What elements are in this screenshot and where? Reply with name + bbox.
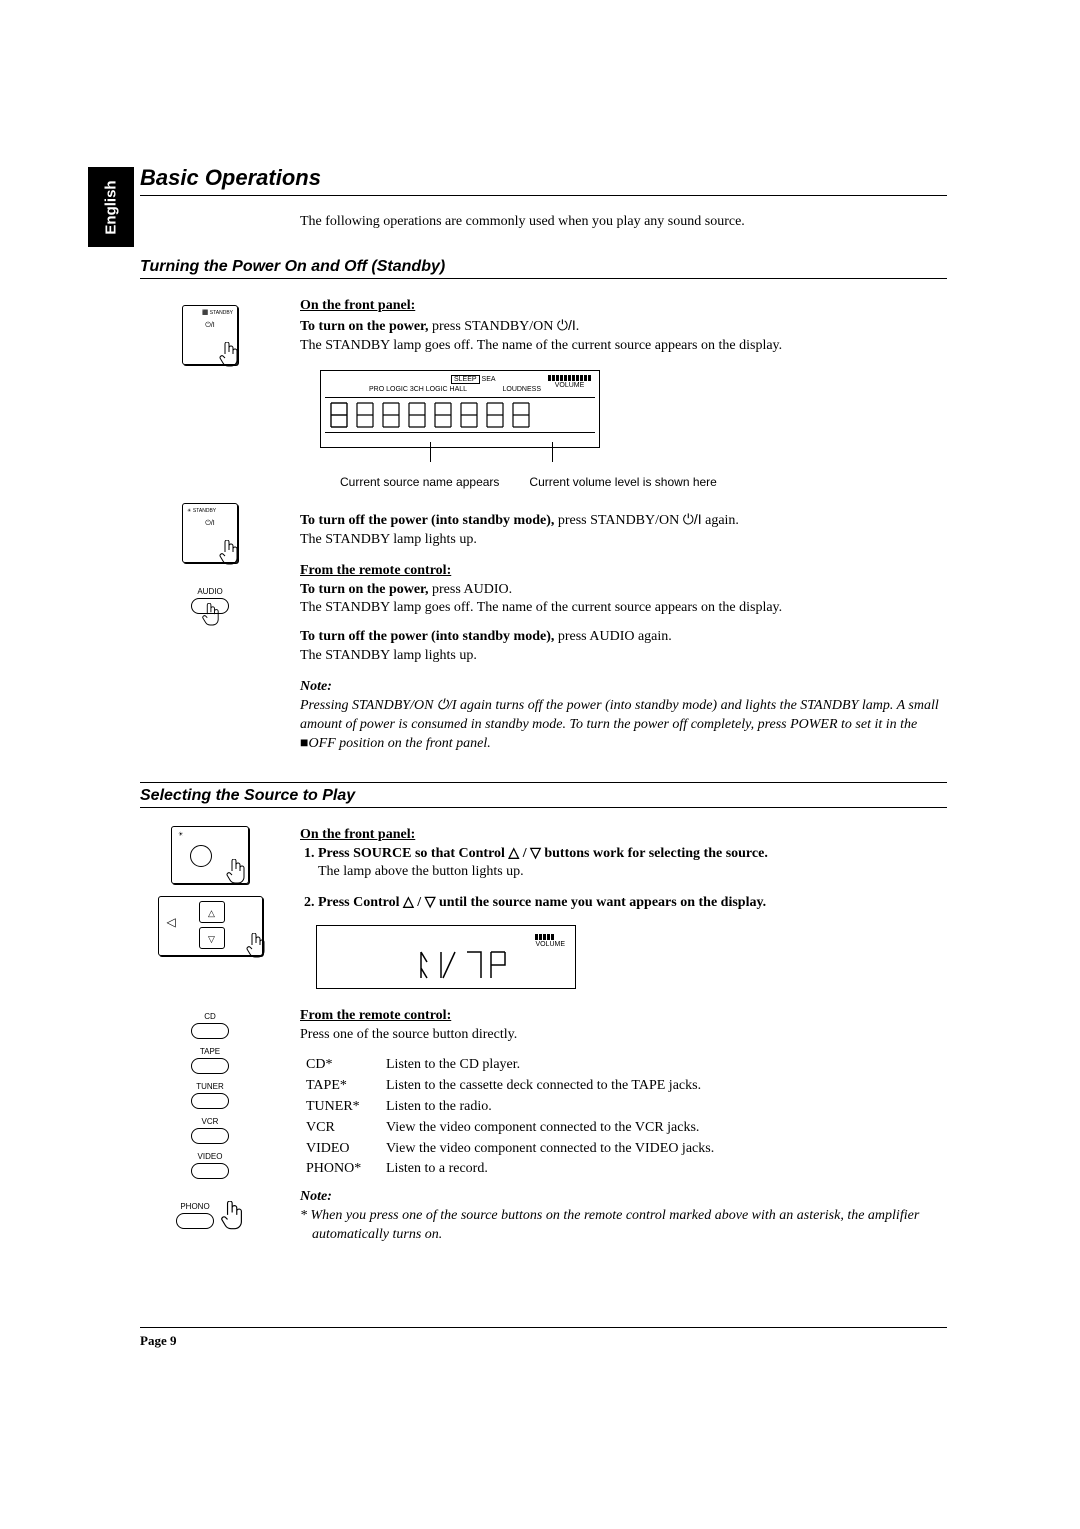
power-off-desc: The STANDBY lamp lights up. xyxy=(300,531,947,550)
power-icon: ⏻/I xyxy=(557,317,576,333)
section2-left-col: ☀ ◁ △ ▽ CD TAPE TUNER VCR VIDEO P xyxy=(140,826,280,1245)
front-panel-sketch-1: ⬛ STANDBY ⏻/I xyxy=(182,305,238,365)
section1-body: ⬛ STANDBY ⏻/I ☀ STANDBY ⏻/I AUDIO On the… xyxy=(140,297,947,754)
modes-row: PRO LOGIC 3CH LOGIC HALL xyxy=(369,385,467,394)
note-text: Pressing STANDBY/ON ⏻/I again turns off … xyxy=(300,697,947,754)
seven-seg-icon xyxy=(329,401,539,429)
language-label: English xyxy=(103,180,120,234)
remote-off-desc: The STANDBY lamp lights up. xyxy=(300,647,947,666)
remote-label-video: VIDEO xyxy=(140,1152,280,1161)
page-footer: Page 9 xyxy=(140,1327,947,1349)
remote-intro: Press one of the source button directly. xyxy=(300,1026,947,1045)
sources-table: CD*Listen to the CD player. TAPE*Listen … xyxy=(300,1055,720,1180)
display-box-2: VOLUME xyxy=(316,925,576,989)
section1-main-col: On the front panel: To turn on the power… xyxy=(300,297,947,754)
language-tab: English xyxy=(88,167,134,247)
remote-on-line: To turn on the power, press AUDIO. xyxy=(300,581,947,600)
audio-button-label: AUDIO xyxy=(140,587,280,596)
power-on-line: To turn on the power, press STANDBY/ON ⏻… xyxy=(300,316,947,337)
table-row: VIDEOView the video component connected … xyxy=(300,1139,720,1160)
remote-label-tuner: TUNER xyxy=(140,1082,280,1091)
display-captions: Current source name appears Current volu… xyxy=(340,474,947,490)
hand-icon xyxy=(217,342,239,368)
power-on-desc: The STANDBY lamp goes off. The name of t… xyxy=(300,337,947,356)
standby-label-2: ☀ STANDBY xyxy=(187,508,233,514)
hand-icon xyxy=(200,603,220,627)
table-row: TAPE*Listen to the cassette deck connect… xyxy=(300,1076,720,1097)
remote-buttons-column: CD TAPE TUNER VCR VIDEO PHONO xyxy=(140,1012,280,1231)
note-label-2: Note: xyxy=(300,1188,947,1207)
step-2: Press Control △ / ▽ until the source nam… xyxy=(318,894,947,913)
source-button-sketch: ☀ xyxy=(171,826,249,884)
section1-rule xyxy=(140,278,947,279)
table-row: CD*Listen to the CD player. xyxy=(300,1055,720,1076)
volume-indicator: VOLUME xyxy=(548,375,591,390)
loudness-indicator: LOUDNESS xyxy=(502,385,541,394)
front-panel-heading: On the front panel: xyxy=(300,297,947,316)
steps-list: Press SOURCE so that Control △ / ▽ butto… xyxy=(300,845,947,914)
hand-icon xyxy=(224,859,246,885)
seven-seg-partial-icon xyxy=(417,948,507,982)
remote-label-cd: CD xyxy=(140,1012,280,1021)
standby-label: ⬛ STANDBY xyxy=(187,310,233,316)
remote-heading-2: From the remote control: xyxy=(300,1007,947,1026)
table-row: VCRView the video component connected to… xyxy=(300,1118,720,1139)
sleep-indicator: SLEEP xyxy=(451,375,480,384)
audio-button-sketch xyxy=(191,598,229,614)
remote-button-sketch xyxy=(191,1058,229,1074)
section2-rule xyxy=(140,807,947,808)
power-icon: ⏻/I xyxy=(683,511,702,527)
section1-heading: Turning the Power On and Off (Standby) xyxy=(140,258,947,276)
remote-label-phono: PHONO xyxy=(176,1202,214,1211)
section2-main-col: On the front panel: Press SOURCE so that… xyxy=(300,826,947,1245)
control-buttons-sketch: ◁ △ ▽ xyxy=(158,896,263,956)
display-figure: SLEEP SEA PRO LOGIC 3CH LOGIC HALL LOUDN… xyxy=(300,370,600,474)
note-text-2: * When you press one of the source butto… xyxy=(300,1207,947,1245)
remote-button-sketch xyxy=(176,1213,214,1229)
caption-left: Current source name appears xyxy=(340,474,499,490)
section2-top-rule xyxy=(140,782,947,783)
step-1: Press SOURCE so that Control △ / ▽ butto… xyxy=(318,845,947,883)
remote-button-sketch xyxy=(191,1093,229,1109)
hand-icon xyxy=(244,933,266,959)
remote-button-sketch xyxy=(191,1128,229,1144)
remote-label-vcr: VCR xyxy=(140,1117,280,1126)
note-label: Note: xyxy=(300,678,947,697)
remote-heading: From the remote control: xyxy=(300,562,947,581)
hand-icon xyxy=(217,540,239,566)
front-panel-sketch-2: ☀ STANDBY ⏻/I xyxy=(182,503,238,563)
volume-indicator-2: VOLUME xyxy=(535,934,565,949)
page-content: Basic Operations The following operation… xyxy=(140,165,947,1245)
table-row: TUNER*Listen to the radio. xyxy=(300,1097,720,1118)
section1-left-col: ⬛ STANDBY ⏻/I ☀ STANDBY ⏻/I AUDIO xyxy=(140,297,280,754)
caption-right: Current volume level is shown here xyxy=(529,474,716,490)
table-row: PHONO*Listen to a record. xyxy=(300,1159,720,1180)
remote-on-desc: The STANDBY lamp goes off. The name of t… xyxy=(300,599,947,618)
remote-button-sketch xyxy=(191,1023,229,1039)
section2-heading: Selecting the Source to Play xyxy=(140,787,947,805)
remote-label-tape: TAPE xyxy=(140,1047,280,1056)
remote-button-sketch xyxy=(191,1163,229,1179)
remote-off-line: To turn off the power (into standby mode… xyxy=(300,628,947,647)
power-off-line: To turn off the power (into standby mode… xyxy=(300,510,947,531)
display-segments xyxy=(325,397,595,433)
hand-icon xyxy=(218,1201,244,1231)
front-panel-heading-2: On the front panel: xyxy=(300,826,947,845)
title-rule xyxy=(140,195,947,196)
page-title: Basic Operations xyxy=(140,165,947,191)
section2-body: ☀ ◁ △ ▽ CD TAPE TUNER VCR VIDEO P xyxy=(140,826,947,1245)
intro-text: The following operations are commonly us… xyxy=(300,214,947,230)
sea-indicator: SEA xyxy=(482,376,496,383)
display-box: SLEEP SEA PRO LOGIC 3CH LOGIC HALL LOUDN… xyxy=(320,370,600,448)
